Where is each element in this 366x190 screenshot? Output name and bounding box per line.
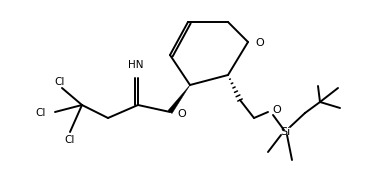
Text: Cl: Cl (55, 77, 65, 87)
Text: Cl: Cl (65, 135, 75, 145)
Text: Cl: Cl (36, 108, 46, 118)
Polygon shape (168, 85, 190, 113)
Text: HN: HN (128, 60, 144, 70)
Text: Si: Si (280, 127, 290, 137)
Text: O: O (177, 109, 186, 119)
Text: O: O (272, 105, 281, 115)
Text: O: O (255, 38, 264, 48)
